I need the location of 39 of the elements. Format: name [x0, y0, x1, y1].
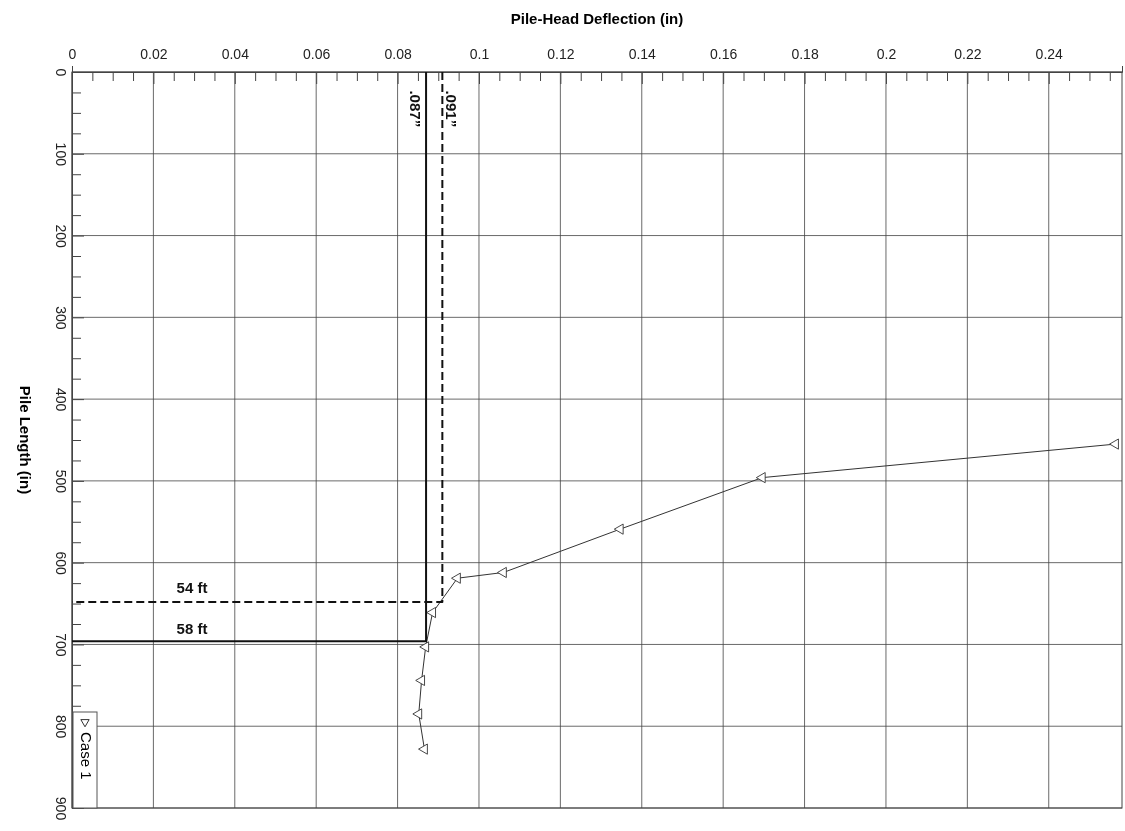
y-tick-label: 300	[53, 306, 70, 330]
x-tick-label: 0.18	[791, 45, 819, 62]
x-tick-label: 0.08	[384, 45, 412, 62]
x-tick-label: 0.02	[140, 45, 168, 62]
y-tick-label: 800	[53, 715, 70, 739]
x-tick-label: 0.22	[954, 45, 982, 62]
y-tick-label: 700	[53, 633, 70, 657]
y-axis-title: Pile Length (in)	[17, 385, 34, 495]
point	[755, 472, 766, 484]
x-tick-label: 0.14	[628, 45, 657, 62]
annotation: .087”	[407, 90, 425, 128]
point	[426, 607, 436, 619]
point	[451, 572, 461, 584]
x-tick-label: 0.04	[221, 45, 250, 62]
point	[497, 566, 507, 579]
y-tick-label: 0	[53, 68, 70, 77]
point	[1109, 438, 1119, 450]
point	[419, 641, 430, 653]
y-tick-label: 500	[53, 469, 70, 494]
point	[415, 674, 425, 686]
y-tick-label: 600	[53, 551, 70, 576]
point	[412, 708, 423, 720]
x-tick-label: 0.12	[547, 45, 575, 62]
y-tick-label: 200	[53, 224, 70, 248]
x-tick-label: 0.24	[1035, 45, 1064, 62]
y-tick-label: 100	[53, 142, 70, 167]
point	[613, 523, 624, 535]
y-tick-label: 900	[53, 796, 70, 821]
annotation: 54 ft	[176, 579, 208, 597]
y-tick-label: 400	[53, 387, 70, 412]
annotation: 58 ft	[176, 619, 208, 637]
legend-label: Case 1	[78, 732, 96, 780]
x-axis-title: Pile-Head Deflection (in)	[510, 10, 684, 27]
x-tick-label: 0.06	[303, 45, 331, 62]
point	[418, 743, 428, 755]
annotation: .091”	[443, 90, 461, 128]
x-tick-label: 0.1	[469, 45, 490, 62]
x-tick-label: 0.16	[710, 45, 738, 62]
x-tick-label: 0.2	[876, 45, 897, 62]
